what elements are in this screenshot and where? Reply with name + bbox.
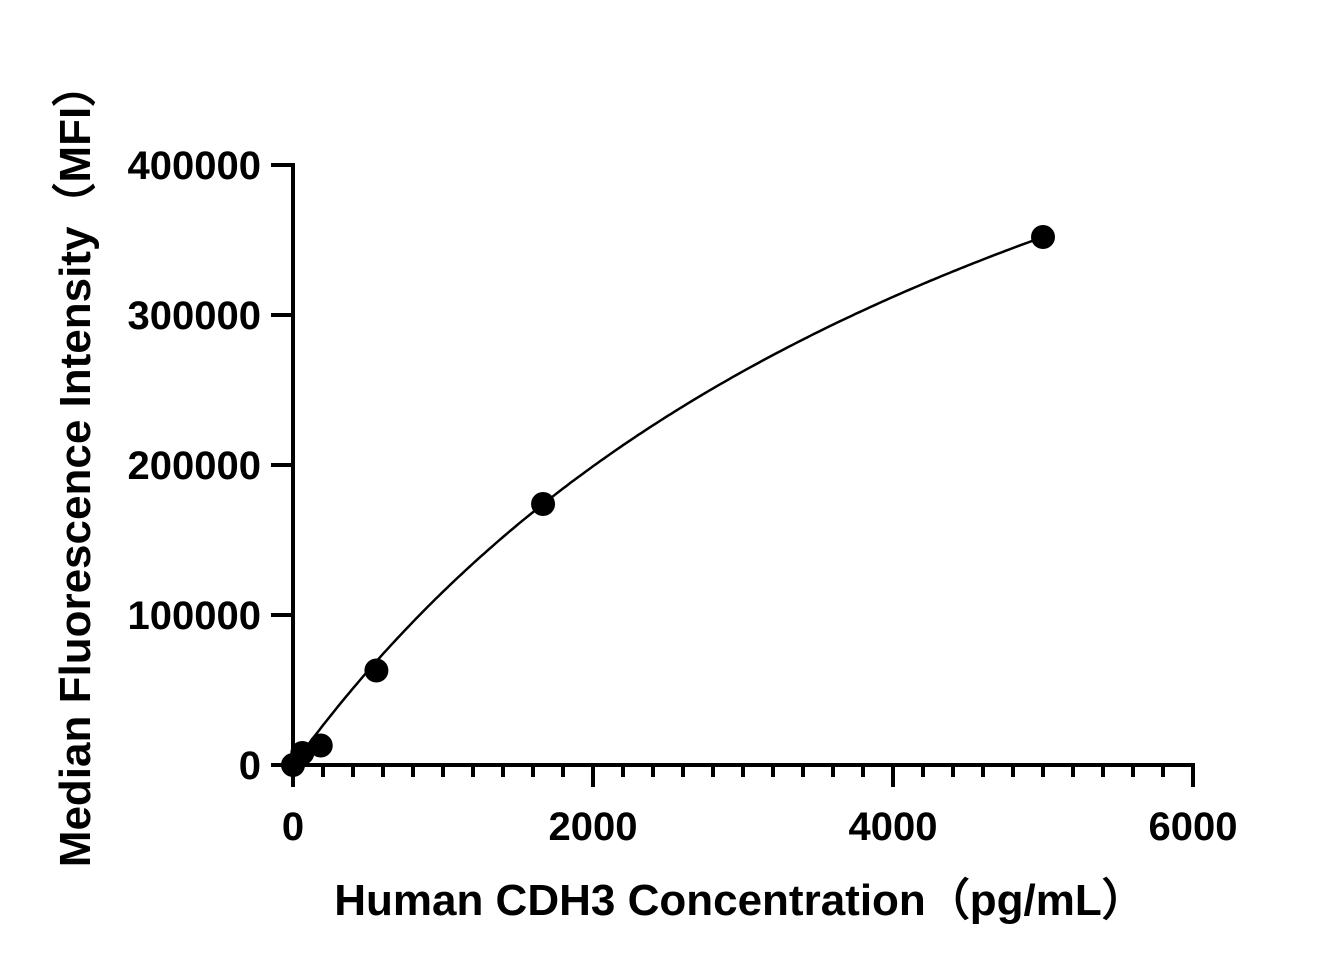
fit-curve <box>291 235 1044 766</box>
x-tick-label: 0 <box>282 805 304 849</box>
y-tick-label: 300000 <box>128 294 261 338</box>
data-point <box>364 658 389 683</box>
x-tick-label: 4000 <box>849 805 938 849</box>
x-axis-label: Human CDH3 Concentration（pg/mL） <box>334 876 1146 925</box>
data-point <box>308 733 333 758</box>
data-points <box>281 225 1055 777</box>
x-tick-label: 2000 <box>549 805 638 849</box>
y-tick-label: 100000 <box>128 594 261 638</box>
axes: 0 100000 200000 300000 400000 0 2000 4000 6000 <box>128 144 1238 849</box>
y-tick-label: 200000 <box>128 444 261 488</box>
data-point <box>1031 225 1055 249</box>
x-tick-label: 6000 <box>1149 805 1238 849</box>
data-point <box>531 492 556 516</box>
y-tick-label: 0 <box>239 744 261 788</box>
y-tick-label: 400000 <box>128 144 261 188</box>
y-axis-label: Median Fluorescence Intensity（MFI） <box>51 63 100 867</box>
data-point <box>290 741 315 765</box>
